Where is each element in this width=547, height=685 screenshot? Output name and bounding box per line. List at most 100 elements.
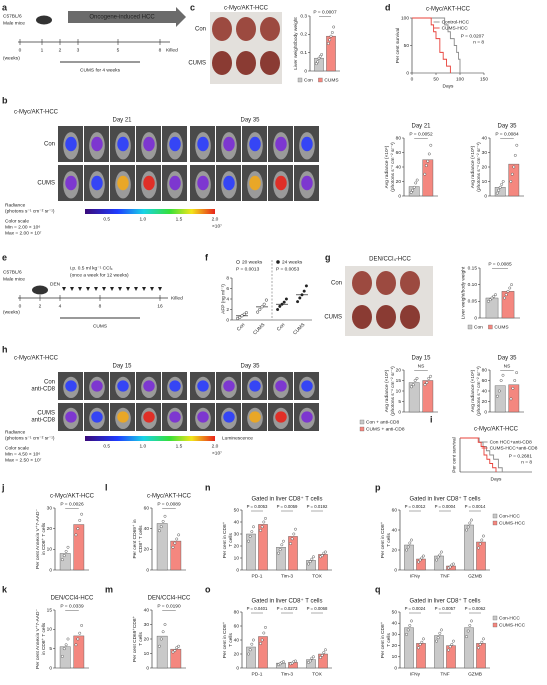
liver bbox=[236, 17, 256, 41]
annotation: P = 0.0207 bbox=[461, 33, 485, 39]
signal bbox=[223, 136, 235, 152]
end-label: Killed bbox=[171, 295, 183, 301]
timeline-label: 5 bbox=[117, 47, 120, 53]
data-point bbox=[240, 314, 244, 318]
y-tick-label: 10 bbox=[47, 627, 53, 633]
y-tick-label: 80 bbox=[482, 367, 488, 373]
data-point bbox=[422, 637, 425, 641]
signal bbox=[275, 136, 287, 152]
color-bar-tick: 0.5 bbox=[103, 443, 110, 449]
data-point bbox=[294, 527, 297, 531]
row-label: Con bbox=[331, 281, 342, 287]
y-tick-label: 0 bbox=[484, 409, 487, 415]
p-value: P = 0.0057 bbox=[435, 606, 456, 611]
data-point bbox=[278, 304, 282, 308]
y-axis-label: T cells bbox=[228, 533, 234, 547]
annotation: n = 8 bbox=[473, 39, 484, 45]
mouse-sex: Male mice bbox=[3, 20, 25, 26]
data-point bbox=[330, 31, 334, 34]
y-tick-label: 40 bbox=[144, 526, 150, 532]
y-tick-label: 60 bbox=[396, 150, 402, 156]
data-point bbox=[76, 527, 80, 531]
mouse-strain: C57BL/6 bbox=[3, 269, 22, 275]
legend-label: Con + anti-CD8 bbox=[366, 419, 400, 425]
legend-swatch bbox=[467, 324, 473, 330]
data-point bbox=[319, 656, 322, 659]
y-axis-label: CD8⁺ T cells bbox=[138, 525, 144, 553]
data-point bbox=[417, 560, 420, 564]
row-label: CUMS bbox=[188, 61, 206, 67]
liver bbox=[260, 51, 280, 75]
data-point bbox=[296, 300, 300, 304]
data-point bbox=[307, 562, 310, 566]
signal bbox=[65, 175, 77, 191]
y-tick-label: 0 bbox=[484, 193, 487, 199]
data-point bbox=[173, 649, 177, 652]
signal bbox=[65, 380, 77, 392]
data-point bbox=[492, 294, 496, 298]
data-point bbox=[480, 538, 484, 542]
data-point bbox=[427, 152, 431, 156]
data-point bbox=[282, 539, 285, 543]
data-point bbox=[74, 533, 78, 537]
data-point bbox=[465, 528, 468, 532]
data-point bbox=[260, 638, 264, 642]
y-axis-label: in CD8⁺ T cells bbox=[41, 622, 47, 655]
data-point bbox=[66, 637, 70, 641]
y-tick-label: 0 bbox=[394, 567, 397, 573]
color-bar bbox=[85, 209, 215, 214]
data-point bbox=[278, 548, 282, 551]
chart-title: c-Myc/AKT-HCC bbox=[474, 427, 519, 433]
y-tick-label: 0 bbox=[398, 409, 401, 415]
legend-swatch bbox=[276, 260, 280, 264]
y-tick-label: 8 bbox=[226, 275, 229, 281]
arrow bbox=[68, 7, 186, 27]
signal bbox=[301, 411, 313, 423]
y-tick-label: 5 bbox=[398, 399, 401, 405]
x-tick-label: 50 bbox=[433, 76, 439, 82]
data-point bbox=[259, 529, 262, 532]
legend-label: CUMS bbox=[324, 77, 338, 83]
data-point bbox=[163, 623, 167, 626]
legend-swatch bbox=[492, 615, 498, 621]
y-axis-label: in CD8⁺ T cells bbox=[41, 522, 47, 555]
panel-letter: k bbox=[2, 584, 8, 594]
data-point bbox=[413, 379, 417, 382]
panel-title: DEN/CCl₄-HCC bbox=[369, 257, 411, 263]
bar bbox=[170, 648, 182, 669]
legend-label: 24 weeks bbox=[282, 259, 303, 265]
p-value: P = 0.0068 bbox=[307, 606, 328, 611]
data-point bbox=[78, 519, 82, 522]
y-axis-label: Avg radiance (×10⁵) bbox=[470, 145, 476, 188]
panel-letter: l bbox=[105, 482, 108, 492]
y-tick-label: 30 bbox=[234, 531, 240, 537]
data-point bbox=[468, 624, 472, 627]
data-point bbox=[175, 646, 179, 650]
y-tick-label: 15 bbox=[396, 378, 402, 384]
p-value: P = 0.0053 bbox=[276, 266, 300, 272]
data-point bbox=[264, 626, 267, 629]
data-point bbox=[410, 619, 413, 623]
y-axis-label: (photons s⁻¹ cm⁻² sr⁻¹) bbox=[476, 142, 482, 192]
data-point bbox=[470, 619, 473, 623]
x-tick-label: 100 bbox=[456, 76, 464, 82]
y-axis-label: T cells bbox=[386, 633, 392, 647]
timeline-label: 1 bbox=[41, 47, 44, 53]
x-tick-label: Tim-3 bbox=[281, 573, 293, 579]
data-point bbox=[161, 520, 165, 523]
panel-letter: e bbox=[2, 252, 7, 262]
data-point bbox=[80, 624, 84, 627]
data-point bbox=[425, 381, 429, 384]
mouse-icon bbox=[32, 285, 48, 295]
data-point bbox=[418, 558, 422, 562]
data-point bbox=[78, 631, 82, 635]
data-point bbox=[64, 550, 68, 553]
y-tick-label: 0 bbox=[304, 68, 307, 74]
signal bbox=[91, 411, 103, 423]
data-point bbox=[173, 541, 177, 545]
data-point bbox=[289, 542, 292, 545]
y-tick-label: 0.10 bbox=[468, 282, 478, 288]
x-tick-label: GZMB bbox=[468, 671, 482, 677]
chart-title: Day 21 bbox=[411, 124, 431, 130]
liver bbox=[236, 51, 256, 75]
